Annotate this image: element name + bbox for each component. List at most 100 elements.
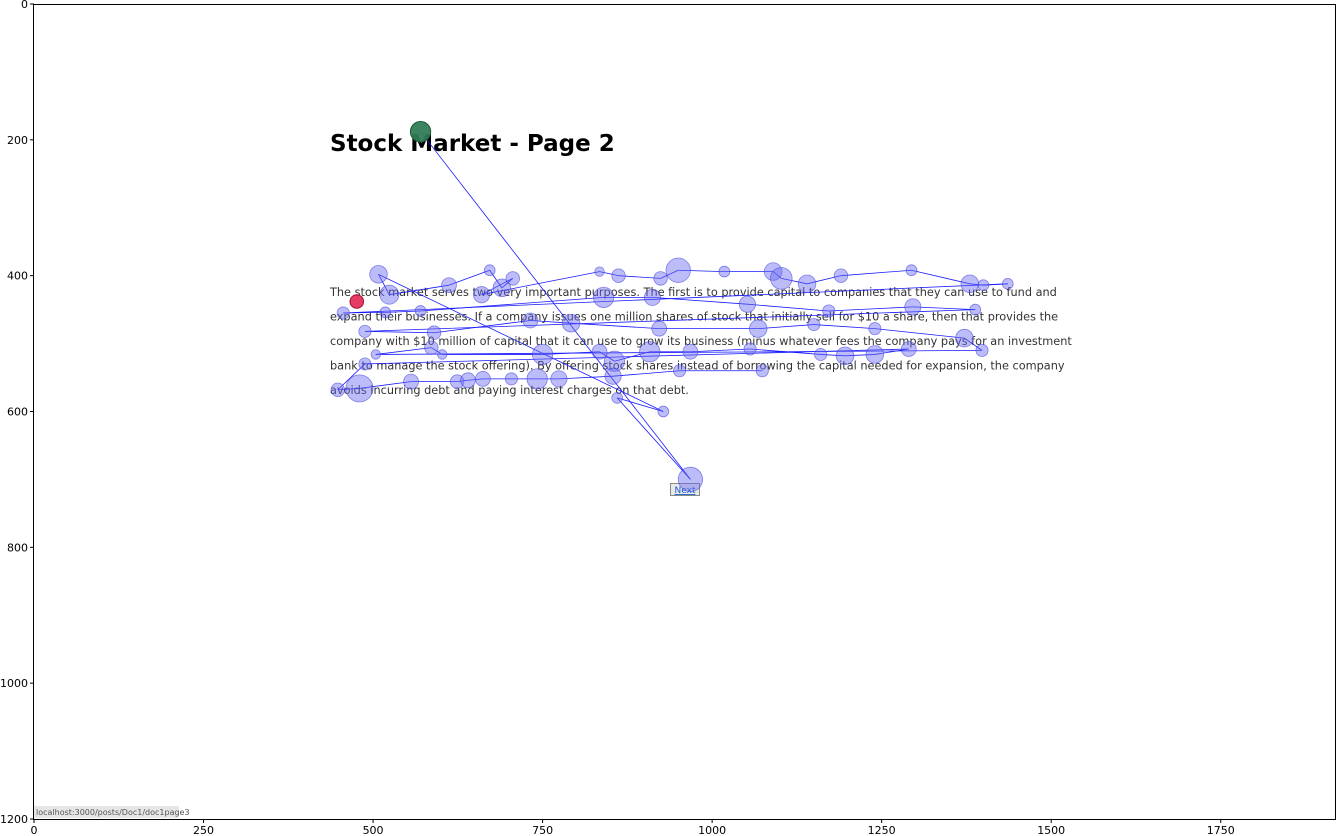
scanpath-segment [912, 306, 976, 311]
x-tick-label: 250 [193, 824, 214, 836]
scanpath-segment [378, 274, 390, 295]
scanpath-segment [501, 278, 514, 289]
fixation-point [975, 343, 989, 357]
scanpath-segment [385, 310, 421, 313]
fixation-point [473, 286, 491, 304]
axes [33, 4, 1336, 820]
paragraph-line: The stock market serves two very importa… [329, 286, 1057, 299]
scanpath-segment [364, 330, 435, 334]
fixation-point [330, 382, 345, 397]
fixation-point [749, 319, 768, 338]
next-button[interactable]: Next [670, 483, 700, 497]
fixation-point [426, 325, 442, 340]
plot-frame [33, 4, 1336, 820]
fixation-point [900, 341, 917, 357]
paragraph-line: expand their businesses. If a company is… [330, 311, 1058, 324]
y-axis-ticks: 0 200 400 600 800 1000 1200 [0, 0, 34, 826]
page-title: Stock Market - Page 2 [330, 131, 615, 157]
fixation-point [718, 265, 731, 278]
scanpath-segment [343, 311, 386, 314]
fixation-point [522, 312, 539, 329]
scanpath-segment [378, 273, 664, 412]
scanpath-segment [874, 348, 909, 355]
fixation-point [550, 370, 568, 388]
fixation-point [604, 367, 622, 385]
scanpath-segment [781, 277, 808, 285]
fixation-point [651, 320, 668, 337]
fixation-point [504, 372, 518, 386]
scanpath-segment [337, 388, 360, 391]
fixation-point [977, 279, 990, 292]
endpoint-markers [349, 121, 432, 309]
next-button-label[interactable]: Next [675, 486, 696, 496]
x-tick-label: 0 [31, 824, 38, 836]
fixation-point [1001, 277, 1014, 290]
fixation-point [441, 277, 457, 294]
scanpath-segment [747, 303, 829, 312]
fixation-point [611, 392, 624, 404]
paragraph-line: avoids incurring debt and paying interes… [330, 384, 689, 397]
start-point [409, 121, 432, 143]
fixation-point [358, 324, 372, 338]
fixation-point [955, 328, 974, 348]
x-tick-label: 1750 [1207, 824, 1235, 836]
page-screenshot-layer: Stock Market - Page 2 The stock market s… [34, 131, 1072, 818]
scanpath-segment [678, 269, 725, 272]
scanpath-segment [750, 348, 821, 355]
scanpath-segment [599, 271, 619, 277]
scanpath-segment [375, 347, 432, 355]
fixation-point [865, 345, 885, 364]
scanpath-segment [874, 328, 965, 339]
fixation-point [822, 304, 836, 318]
fixation-point [665, 257, 691, 283]
fixation-point [403, 373, 419, 390]
fixation-point [643, 288, 661, 306]
fixation-point [904, 298, 922, 316]
fixation-point [755, 364, 769, 378]
scanpath-segment [690, 348, 751, 353]
fixation-point [460, 372, 476, 389]
scanpath-segment [616, 397, 691, 480]
scanpath-segment [420, 131, 691, 480]
scanpath-segment [813, 324, 875, 330]
scanpath-segment [599, 351, 615, 362]
scanpath-segment [364, 348, 909, 365]
fixation-point [379, 306, 392, 319]
scanpath-segment [420, 297, 604, 312]
fixation-point [594, 266, 605, 277]
fixation-point [370, 349, 381, 360]
scanpath-segment [617, 397, 664, 412]
y-tick-label: 1000 [0, 677, 28, 690]
scanpath-segment [660, 269, 679, 279]
y-tick-label: 800 [7, 541, 28, 554]
fixation-point [905, 264, 918, 277]
fixations [330, 121, 1014, 493]
fixation-point [639, 341, 661, 363]
fixation-point [969, 303, 982, 316]
status-bar-bg [34, 806, 179, 818]
scanpath-segment [758, 324, 814, 330]
fixation-point [738, 295, 756, 313]
fixation-point [369, 265, 388, 284]
x-tick-label: 1250 [868, 824, 896, 836]
scanpath-segment [652, 297, 748, 305]
y-tick-label: 1200 [0, 813, 28, 826]
paragraph-line: company with $10 million of capital that… [330, 335, 1072, 348]
fixation-point [835, 346, 855, 366]
status-url: localhost:3000/posts/Doc1/doc1page3 [36, 808, 190, 817]
y-tick-label: 0 [21, 0, 28, 11]
scanpath-segment [530, 320, 572, 324]
fixation-point [532, 343, 554, 366]
scanpath-segment [828, 306, 913, 312]
fixation-point [437, 349, 448, 360]
fixation-point [358, 357, 372, 371]
x-tick-label: 750 [532, 824, 553, 836]
scanpath-segment [613, 370, 680, 377]
fixation-point [492, 278, 512, 298]
fixation-point [770, 267, 793, 290]
fixation-point [603, 350, 626, 372]
fixation-point [483, 264, 496, 277]
scanpath-segment [840, 269, 912, 277]
scanpath-segment [911, 269, 970, 285]
